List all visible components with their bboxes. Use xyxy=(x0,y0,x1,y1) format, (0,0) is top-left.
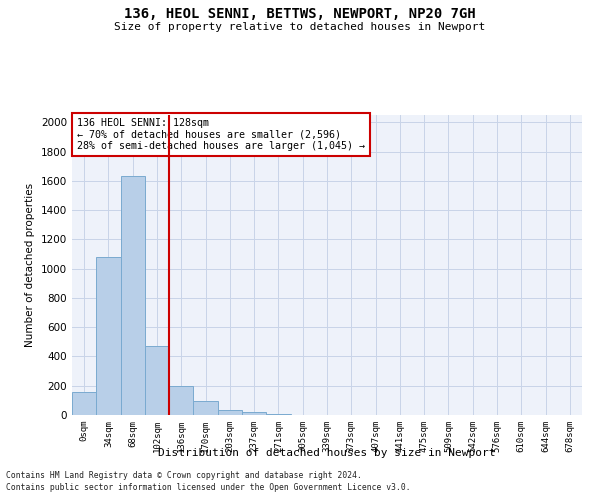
Bar xyxy=(96,257,121,415)
Text: Distribution of detached houses by size in Newport: Distribution of detached houses by size … xyxy=(158,448,496,458)
Text: Contains HM Land Registry data © Crown copyright and database right 2024.: Contains HM Land Registry data © Crown c… xyxy=(6,471,362,480)
Text: 136, HEOL SENNI, BETTWS, NEWPORT, NP20 7GH: 136, HEOL SENNI, BETTWS, NEWPORT, NP20 7… xyxy=(124,8,476,22)
Bar xyxy=(218,410,242,415)
Text: Contains public sector information licensed under the Open Government Licence v3: Contains public sector information licen… xyxy=(6,484,410,492)
Bar xyxy=(145,346,169,415)
Bar xyxy=(193,401,218,415)
Bar xyxy=(242,412,266,415)
Bar xyxy=(266,414,290,415)
Text: Size of property relative to detached houses in Newport: Size of property relative to detached ho… xyxy=(115,22,485,32)
Bar xyxy=(72,392,96,415)
Text: 136 HEOL SENNI: 128sqm
← 70% of detached houses are smaller (2,596)
28% of semi-: 136 HEOL SENNI: 128sqm ← 70% of detached… xyxy=(77,118,365,151)
Y-axis label: Number of detached properties: Number of detached properties xyxy=(25,183,35,347)
Bar xyxy=(169,386,193,415)
Bar xyxy=(121,176,145,415)
